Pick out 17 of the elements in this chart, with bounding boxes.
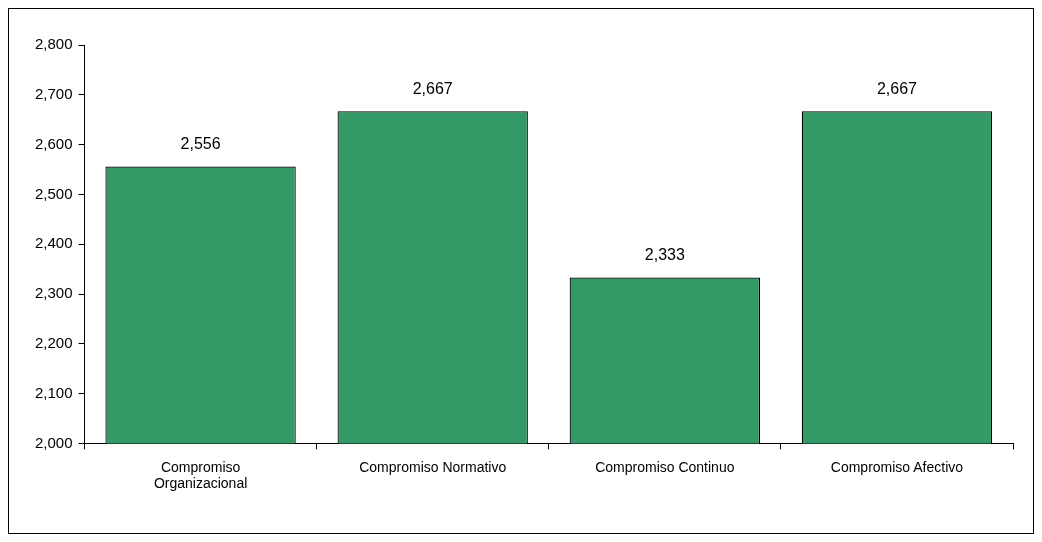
data-label: 2,667 [412,79,453,97]
y-tick-label: 2,500 [34,184,73,202]
y-tick-label: 2,200 [34,333,73,351]
y-tick-label: 2,000 [34,433,73,451]
x-tick-label: Compromiso Afectivo [830,458,964,475]
y-tick-label: 2,100 [34,383,73,401]
y-tick-label: 2,400 [34,234,73,252]
x-tick-label: Compromiso Organizacional [153,458,248,492]
x-tick-label: Compromiso Normativo [359,458,507,475]
y-tick-label: 2,700 [34,84,73,102]
y-tick-label: 2,800 [34,35,73,53]
data-label: 2,667 [876,79,918,97]
y-tick-label: 2,600 [34,134,73,152]
y-tick-label: 2,300 [34,284,73,302]
data-label: 2,556 [180,134,221,152]
x-tick-label: Compromiso Continuo [595,458,735,475]
data-label: 2,333 [644,245,685,263]
